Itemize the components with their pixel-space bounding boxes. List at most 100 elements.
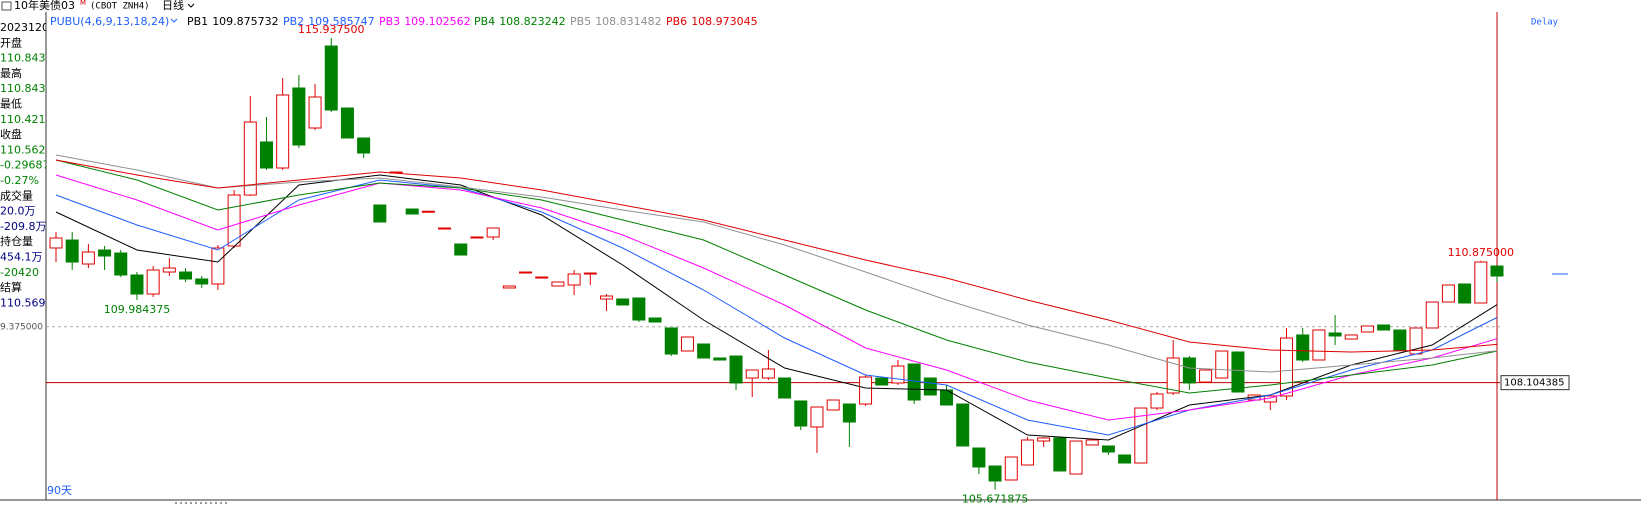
indicator-line: [55, 159, 1498, 353]
indicator-line: [55, 154, 1498, 373]
candle-body: [632, 297, 646, 321]
candle-body: [988, 465, 1002, 482]
period-selector[interactable]: 日线: [162, 0, 184, 12]
candle-body: [680, 336, 694, 352]
y-tick-label: 9.375000: [0, 322, 43, 332]
info-item: 110.5693: [0, 296, 53, 309]
candle-body: [470, 236, 484, 239]
candle-body: [1231, 351, 1245, 393]
legend-entry: PB2 109.585747: [283, 15, 375, 28]
candle-body: [259, 141, 273, 169]
info-item: -0.29687: [0, 159, 49, 172]
legend-entry: PB4 108.823242: [474, 15, 566, 28]
candle-body: [842, 403, 856, 423]
candle-body: [227, 194, 241, 247]
candle-body: [1393, 329, 1407, 351]
legend: PUBU(4,6,9,13,18,24): [50, 15, 169, 28]
crosshair-label: 108.104385: [1504, 378, 1564, 389]
candle-body: [130, 274, 144, 295]
candle-body: [583, 272, 597, 275]
candle-body: [761, 368, 775, 379]
legend-entry: PB3 109.102562: [379, 15, 471, 28]
indicator-line: [55, 179, 1498, 436]
indicator-line: [55, 159, 1498, 394]
candle-body: [146, 269, 160, 295]
legend-value: 108.973045: [691, 15, 757, 28]
legend-value: 108.831482: [595, 15, 661, 28]
candle-body: [373, 204, 387, 223]
candle-body: [1296, 334, 1310, 361]
candle-body: [1020, 439, 1034, 466]
candle-body: [697, 343, 711, 359]
candle-body: [243, 121, 257, 196]
candle-body: [972, 447, 986, 468]
candle-body: [438, 227, 452, 230]
indicator-line: [55, 174, 1498, 421]
info-item: 收盘: [0, 127, 22, 141]
candle-body: [1441, 284, 1455, 303]
info-item: -20420: [0, 266, 39, 279]
candle-body: [1182, 357, 1196, 384]
legend-entry: PB6 108.973045: [666, 15, 758, 28]
candle-body: [211, 247, 225, 285]
info-item: 最高: [0, 66, 22, 80]
candle-body: [195, 278, 209, 285]
legend-value: 109.875732: [212, 15, 278, 28]
crosshair-box: [1500, 375, 1570, 391]
info-item: 最低: [0, 98, 22, 111]
candle-body: [1118, 454, 1132, 464]
candle-body: [324, 45, 338, 111]
candle-body: [745, 369, 759, 379]
candle-body: [810, 406, 824, 428]
candle-body: [1458, 283, 1472, 304]
candle-body: [875, 377, 889, 386]
info-item: 454.1万: [0, 251, 43, 264]
legend-entry: PB5 108.831482: [570, 15, 662, 28]
candle-body: [1134, 407, 1148, 464]
candle-body: [1085, 439, 1099, 446]
candle-body: [162, 267, 176, 273]
extreme-label: 105.671875: [962, 493, 1028, 506]
candle-body: [98, 249, 112, 257]
candle-body: [276, 94, 290, 169]
candle-body: [778, 377, 792, 399]
candle-body: [923, 377, 937, 396]
candle-body: [1280, 337, 1294, 397]
candle-body: [405, 208, 419, 215]
candle-body: [1150, 393, 1164, 409]
candle-body: [519, 271, 533, 274]
extreme-label: 109.984375: [104, 303, 170, 316]
candle-body: [486, 227, 500, 238]
chevron: [170, 18, 178, 23]
legend-name: PB2: [283, 15, 304, 28]
candle-body: [454, 243, 468, 256]
candle-body: [599, 295, 613, 300]
candle-body: [616, 298, 630, 306]
candle-body: [1328, 332, 1342, 337]
candle-body: [1199, 369, 1213, 383]
info-item: 20231204: [0, 21, 56, 34]
info-item: -209.8万: [0, 220, 46, 233]
candle-body: [1425, 301, 1439, 329]
candle-body: [114, 252, 128, 276]
candle-body: [1377, 324, 1391, 331]
candle-body: [308, 96, 322, 129]
info-panel: 20231204开盘110.8437最高110.8437最低110.4218收盘…: [0, 21, 56, 309]
info-item: -0.27%: [0, 174, 39, 187]
info-item: 开盘: [0, 35, 22, 49]
info-item: 110.8437: [0, 52, 53, 65]
candle-body: [729, 355, 743, 384]
info-item: 结算: [0, 280, 22, 294]
instrument: 10年美债03: [14, 0, 75, 12]
chevron[interactable]: [187, 3, 195, 8]
candle-body: [1215, 350, 1229, 379]
title-bar: 10年美债03 M (CBOT ZNH4) 日线 Delay: [1, 0, 1559, 28]
candle-body: [1004, 456, 1018, 481]
candle-body: [1166, 357, 1180, 394]
candle-body: [65, 239, 79, 263]
candle-body: [1101, 445, 1115, 453]
candle-body: [664, 327, 678, 355]
candle-body: [794, 400, 808, 427]
